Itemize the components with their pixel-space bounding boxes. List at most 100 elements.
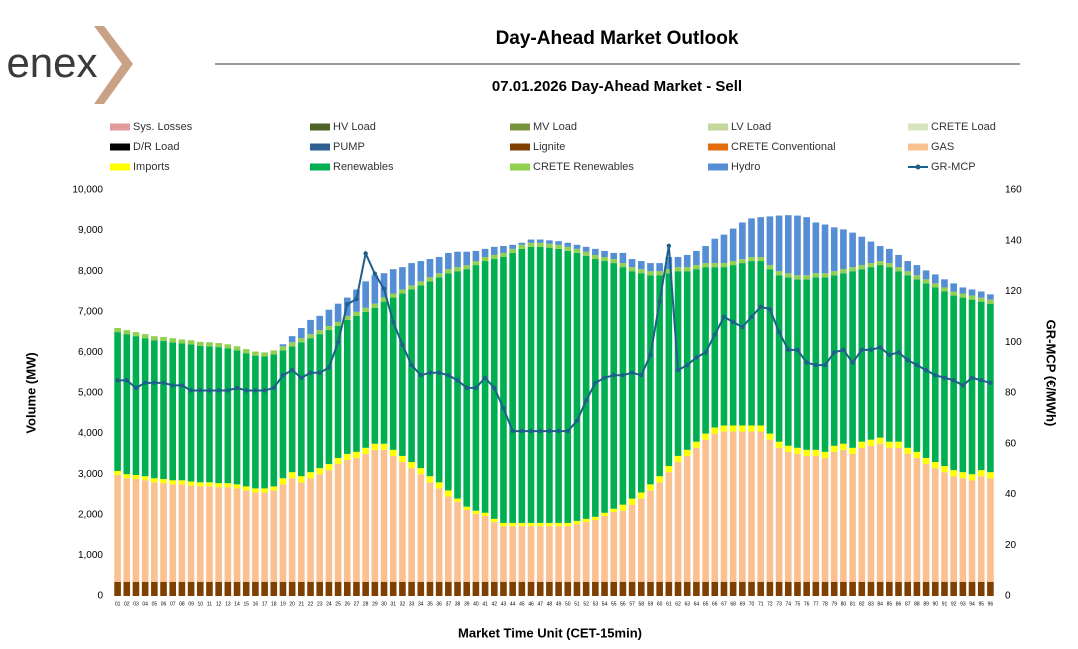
bar-segment — [298, 476, 305, 483]
bar-segment — [628, 498, 636, 505]
legend-label: GAS — [931, 141, 954, 153]
bar-segment — [325, 464, 333, 471]
bar-segment — [987, 299, 994, 304]
bar-segment — [252, 355, 259, 489]
mcp-marker — [455, 378, 460, 383]
bar-segment — [739, 263, 746, 426]
bar-segment — [601, 516, 608, 582]
bar-segment — [527, 581, 535, 596]
bar-segment — [233, 346, 241, 351]
bar-segment — [252, 351, 259, 356]
x-tick-label: 21 — [299, 601, 305, 607]
bar-segment — [592, 248, 599, 255]
mcp-marker — [850, 360, 855, 365]
bar-segment — [849, 267, 856, 272]
bar-segment — [775, 447, 783, 582]
bar-segment — [298, 328, 305, 339]
mcp-marker — [436, 370, 442, 375]
bar-segment — [399, 581, 406, 596]
bar-segment — [941, 466, 948, 473]
bar-segment — [748, 581, 755, 596]
y2-tick-label: 0 — [1005, 591, 1011, 602]
bar-segment — [371, 581, 379, 596]
bar-segment — [196, 482, 204, 487]
bar-segment — [362, 307, 369, 312]
x-tick-label: 61 — [666, 601, 672, 607]
bar-segment — [426, 259, 434, 278]
bar-segment — [573, 248, 581, 253]
bar-segment — [114, 328, 121, 333]
bar-segment — [647, 271, 654, 276]
x-tick-label: 70 — [749, 601, 755, 607]
bar-segment — [325, 309, 333, 327]
y-tick-label: 3,000 — [78, 469, 103, 480]
bar-segment — [490, 246, 498, 255]
bar-segment — [959, 287, 967, 294]
legend-swatch — [908, 143, 928, 151]
bar-segment — [794, 275, 801, 280]
x-tick-label: 41 — [482, 601, 488, 607]
bar-segment — [729, 431, 737, 582]
bar-segment — [399, 462, 406, 582]
mcp-marker — [832, 350, 837, 355]
y2-tick-label: 80 — [1005, 388, 1017, 399]
bar-segment — [977, 291, 985, 298]
bar-segment — [527, 242, 535, 247]
bar-segment — [830, 227, 838, 272]
bar-segment — [729, 261, 737, 266]
bar-segment — [151, 478, 158, 483]
bar-segment — [417, 581, 425, 596]
bar-segment — [922, 464, 930, 582]
x-tick-label: 01 — [115, 601, 121, 607]
mcp-marker — [547, 428, 552, 434]
bar-segment — [573, 520, 581, 525]
bar-segment — [867, 439, 875, 446]
mcp-marker — [730, 319, 736, 325]
bar-segment — [601, 250, 608, 257]
bar-segment — [766, 216, 774, 266]
bar-segment — [987, 478, 994, 582]
bar-segment — [546, 243, 553, 248]
bar-segment — [463, 265, 471, 270]
bar-segment — [187, 581, 195, 596]
bar-segment — [481, 581, 489, 596]
bar-segment — [389, 581, 397, 596]
mcp-marker — [923, 367, 929, 373]
bar-segment — [904, 581, 912, 596]
bar-segment — [132, 581, 140, 596]
bar-segment — [849, 581, 856, 596]
bar-segment — [592, 581, 599, 596]
bar-segment — [343, 459, 351, 582]
bar-segment — [656, 271, 663, 276]
bar-segment — [913, 581, 921, 596]
bar-segment — [169, 342, 177, 481]
bar-segment — [968, 474, 976, 481]
mcp-marker — [335, 340, 341, 345]
bar-segment — [867, 267, 875, 440]
bar-segment — [977, 297, 985, 302]
mcp-marker — [841, 347, 846, 353]
bar-segment — [913, 451, 921, 458]
bar-segment — [941, 472, 948, 582]
bar-segment — [132, 336, 140, 476]
bar-segment — [114, 581, 121, 596]
bar-segment — [454, 498, 461, 502]
bar-segment — [582, 518, 590, 523]
bar-segment — [325, 581, 333, 596]
x-tick-label: 66 — [712, 601, 718, 607]
bar-segment — [362, 311, 369, 448]
bar-segment — [711, 263, 719, 268]
bar-segment — [702, 439, 709, 582]
chart-title: Day-Ahead Market Outlook — [496, 28, 739, 49]
bar-segment — [362, 581, 369, 596]
bar-segment — [399, 267, 406, 290]
legend-swatch — [510, 123, 530, 131]
mcp-marker — [152, 380, 157, 386]
bar-segment — [270, 581, 278, 596]
bar-segment — [665, 269, 673, 274]
bar-segment — [334, 303, 342, 322]
bar-segment — [206, 581, 213, 596]
x-tick-label: 15 — [243, 601, 249, 607]
bar-segment — [408, 581, 415, 596]
bar-segment — [821, 581, 829, 596]
